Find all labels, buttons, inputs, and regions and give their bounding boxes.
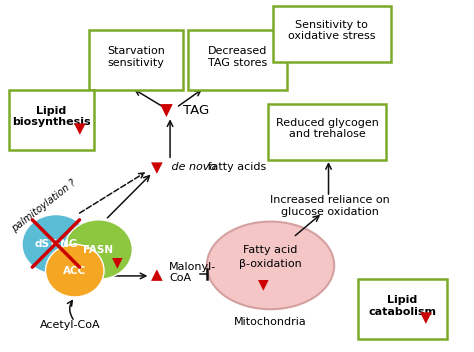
Ellipse shape [207,221,334,309]
Text: palmitoylation ?: palmitoylation ? [10,178,78,234]
Text: Starvation
sensitivity: Starvation sensitivity [107,46,165,68]
Text: ▼: ▼ [112,255,123,269]
Text: Sensitivity to
oxidative stress: Sensitivity to oxidative stress [288,20,375,41]
Text: β-oxidation: β-oxidation [239,259,302,269]
Text: ▼: ▼ [258,278,269,292]
Text: TAG: TAG [183,104,210,117]
FancyBboxPatch shape [9,90,94,150]
FancyBboxPatch shape [268,104,386,160]
Text: Acetyl-CoA: Acetyl-CoA [40,320,100,330]
Text: Malonyl-
CoA: Malonyl- CoA [169,262,216,283]
Ellipse shape [22,215,90,274]
Ellipse shape [46,244,104,297]
Text: ▼: ▼ [151,160,162,175]
FancyBboxPatch shape [273,6,391,62]
Text: ▼: ▼ [160,102,173,120]
Text: dSTING: dSTING [34,239,78,249]
Text: ACC: ACC [63,266,86,276]
Text: Lipid
biosynthesis: Lipid biosynthesis [12,106,91,127]
Text: Decreased
TAG stores: Decreased TAG stores [208,46,267,68]
Ellipse shape [64,220,132,279]
Text: Reduced glycogen
and trehalose: Reduced glycogen and trehalose [276,118,379,139]
Text: ▲: ▲ [152,267,163,282]
Text: Fatty acid: Fatty acid [243,245,298,254]
Text: Lipid
catabolism: Lipid catabolism [369,295,437,316]
Text: Mitochondria: Mitochondria [234,316,307,327]
Text: ▼: ▼ [420,310,432,326]
Text: Increased reliance on
glucose oxidation: Increased reliance on glucose oxidation [270,195,389,216]
Text: fatty acids: fatty acids [204,162,267,171]
Text: ▼: ▼ [73,121,85,136]
Text: FASN: FASN [83,245,113,254]
Text: de novo: de novo [168,162,216,171]
FancyBboxPatch shape [188,31,287,90]
FancyBboxPatch shape [89,31,183,90]
FancyBboxPatch shape [358,279,447,339]
